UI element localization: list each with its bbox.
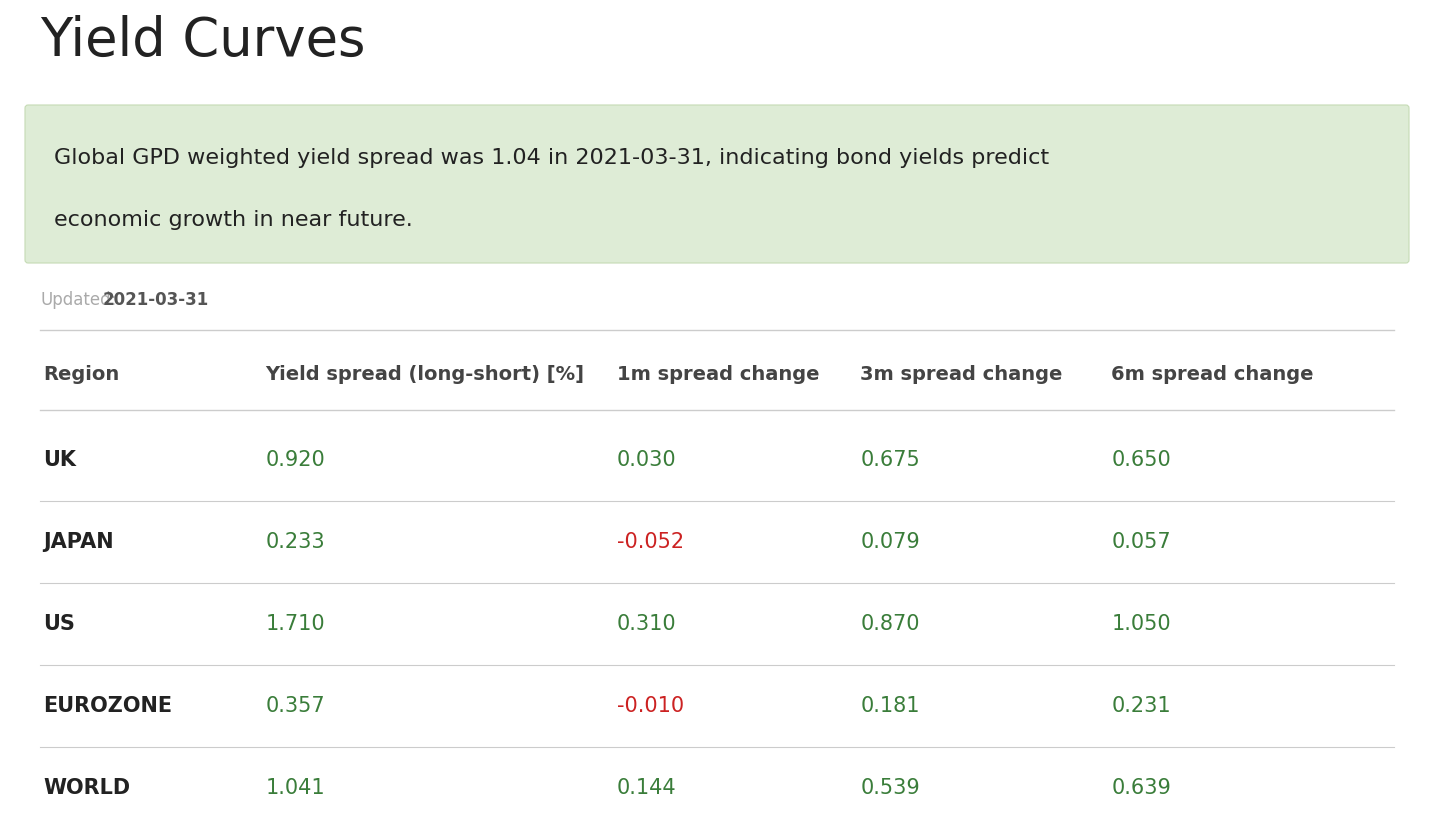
Text: 1.050: 1.050 — [1111, 614, 1172, 634]
Text: 0.057: 0.057 — [1111, 532, 1172, 552]
Text: economic growth in near future.: economic growth in near future. — [54, 210, 413, 230]
Text: Global GPD weighted yield spread was 1.04 in 2021-03-31, indicating bond yields : Global GPD weighted yield spread was 1.0… — [54, 148, 1050, 168]
Text: 1.710: 1.710 — [265, 614, 326, 634]
Text: 0.144: 0.144 — [617, 778, 677, 798]
Text: 1m spread change: 1m spread change — [617, 365, 819, 384]
Text: 0.310: 0.310 — [617, 614, 677, 634]
Text: 0.233: 0.233 — [265, 532, 326, 552]
Text: Region: Region — [43, 365, 119, 384]
Text: -0.010: -0.010 — [617, 696, 684, 716]
Text: 6m spread change: 6m spread change — [1111, 365, 1314, 384]
Text: 0.357: 0.357 — [265, 696, 326, 716]
Text: 0.231: 0.231 — [1111, 696, 1172, 716]
Text: 0.870: 0.870 — [860, 614, 919, 634]
Text: 0.675: 0.675 — [860, 450, 921, 470]
Text: 0.539: 0.539 — [860, 778, 921, 798]
Text: JAPAN: JAPAN — [43, 532, 113, 552]
Text: Yield Curves: Yield Curves — [40, 15, 366, 67]
Text: 0.079: 0.079 — [860, 532, 921, 552]
Text: 2021-03-31: 2021-03-31 — [102, 291, 208, 309]
Text: 0.650: 0.650 — [1111, 450, 1172, 470]
Text: 3m spread change: 3m spread change — [860, 365, 1063, 384]
Text: Yield spread (long-short) [%]: Yield spread (long-short) [%] — [265, 365, 584, 384]
Text: 0.181: 0.181 — [860, 696, 919, 716]
Text: 0.030: 0.030 — [617, 450, 677, 470]
Text: Updated:: Updated: — [40, 291, 116, 309]
Text: WORLD: WORLD — [43, 778, 130, 798]
FancyBboxPatch shape — [24, 105, 1410, 263]
Text: UK: UK — [43, 450, 76, 470]
Text: 0.920: 0.920 — [265, 450, 326, 470]
Text: US: US — [43, 614, 75, 634]
Text: 1.041: 1.041 — [265, 778, 326, 798]
Text: 0.639: 0.639 — [1111, 778, 1172, 798]
Text: EUROZONE: EUROZONE — [43, 696, 172, 716]
Text: -0.052: -0.052 — [617, 532, 684, 552]
